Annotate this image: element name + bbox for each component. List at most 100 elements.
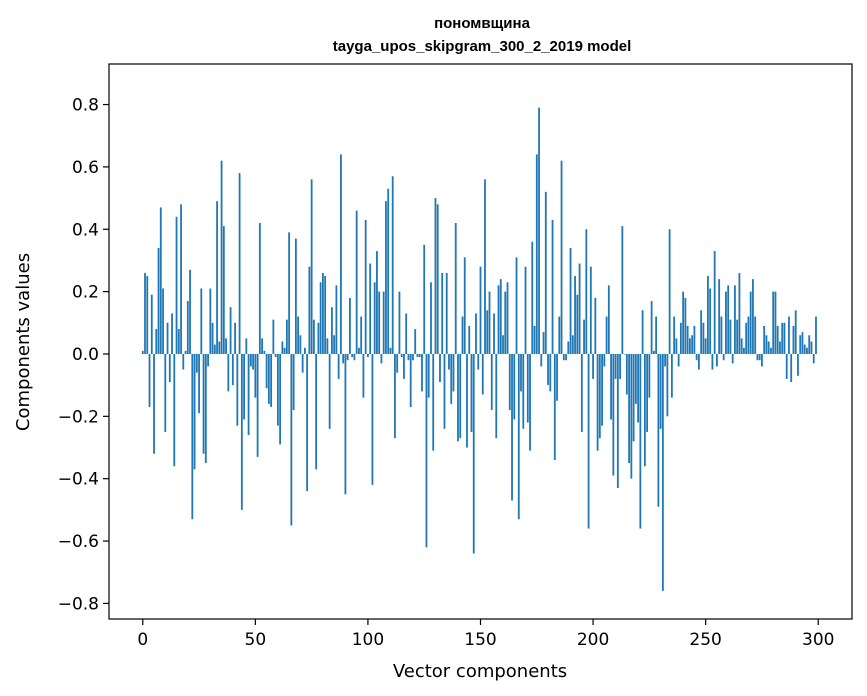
bar bbox=[540, 353, 543, 367]
bar bbox=[743, 347, 745, 354]
bar bbox=[394, 353, 396, 439]
bar bbox=[765, 335, 768, 354]
bar bbox=[344, 353, 347, 495]
bar bbox=[585, 229, 588, 354]
bar bbox=[698, 353, 700, 370]
bar bbox=[457, 353, 459, 442]
bar bbox=[774, 291, 777, 354]
bar bbox=[641, 310, 644, 354]
bar bbox=[466, 353, 468, 448]
bar bbox=[400, 353, 403, 358]
bar bbox=[468, 325, 471, 354]
bar bbox=[349, 297, 351, 354]
bar bbox=[288, 232, 291, 354]
bar bbox=[657, 353, 660, 507]
x-tick-label: 200 bbox=[577, 630, 609, 650]
bar bbox=[799, 335, 802, 354]
bar bbox=[315, 353, 318, 470]
bar bbox=[186, 300, 189, 354]
bar bbox=[583, 319, 585, 354]
bar bbox=[285, 319, 288, 354]
bar bbox=[605, 316, 608, 354]
bar bbox=[761, 353, 763, 367]
bar bbox=[310, 179, 313, 354]
bar bbox=[301, 353, 304, 373]
bar bbox=[159, 207, 162, 354]
bar bbox=[574, 276, 576, 354]
bar bbox=[423, 244, 426, 354]
bar bbox=[231, 353, 234, 386]
bar bbox=[589, 266, 592, 354]
bar bbox=[580, 353, 583, 432]
bar bbox=[722, 353, 725, 361]
bar bbox=[254, 353, 257, 398]
bar bbox=[763, 325, 766, 354]
bar bbox=[810, 341, 813, 354]
bar bbox=[736, 319, 739, 354]
bar bbox=[747, 316, 750, 354]
bar bbox=[173, 353, 176, 467]
bar bbox=[745, 322, 748, 354]
y-tick-label: 0.4 bbox=[72, 220, 99, 240]
bar bbox=[558, 316, 561, 354]
bar bbox=[679, 322, 682, 354]
bar bbox=[193, 353, 196, 470]
bar bbox=[148, 353, 151, 407]
chart-title: пономвщина bbox=[434, 15, 531, 32]
bar bbox=[369, 263, 372, 354]
bar bbox=[202, 353, 205, 454]
y-tick-label: −0.8 bbox=[58, 594, 99, 614]
bar bbox=[779, 341, 781, 354]
bar bbox=[155, 329, 158, 354]
bar bbox=[177, 329, 180, 354]
bar bbox=[191, 353, 194, 520]
bar bbox=[418, 353, 421, 358]
bar bbox=[256, 353, 259, 457]
bar bbox=[441, 272, 444, 354]
bar bbox=[538, 107, 540, 354]
bar bbox=[623, 353, 626, 355]
bar bbox=[547, 353, 549, 386]
bar bbox=[434, 198, 437, 354]
bar bbox=[495, 353, 498, 439]
bar bbox=[367, 353, 369, 358]
bar bbox=[247, 353, 250, 436]
bar bbox=[801, 332, 804, 354]
bar bbox=[522, 353, 525, 429]
bar bbox=[220, 160, 223, 354]
bar bbox=[319, 282, 322, 354]
bar bbox=[141, 350, 144, 354]
bar bbox=[648, 353, 651, 398]
x-tick-label: 150 bbox=[464, 630, 496, 650]
bar bbox=[628, 353, 630, 464]
bar bbox=[153, 353, 155, 454]
bar bbox=[450, 353, 453, 404]
bar bbox=[387, 188, 390, 354]
bar bbox=[150, 294, 153, 354]
bar bbox=[290, 353, 293, 526]
bar bbox=[430, 282, 432, 354]
bar bbox=[688, 338, 691, 354]
bar bbox=[634, 353, 637, 404]
bar bbox=[711, 353, 714, 370]
bar bbox=[398, 291, 401, 354]
bar bbox=[162, 288, 164, 354]
bar bbox=[632, 353, 635, 442]
bar bbox=[533, 325, 536, 354]
bar bbox=[249, 353, 252, 367]
bar bbox=[785, 353, 788, 379]
bar bbox=[731, 353, 734, 364]
bar bbox=[677, 353, 680, 367]
bar bbox=[700, 310, 703, 354]
bar bbox=[470, 353, 473, 432]
bar bbox=[556, 353, 558, 401]
bar bbox=[713, 251, 716, 354]
bar bbox=[324, 276, 327, 354]
bar bbox=[749, 291, 752, 354]
x-axis-label: Vector components bbox=[393, 661, 567, 682]
bar bbox=[639, 353, 642, 529]
bar bbox=[360, 316, 363, 354]
bar bbox=[337, 353, 340, 379]
bar bbox=[427, 353, 430, 398]
bar bbox=[481, 353, 484, 395]
